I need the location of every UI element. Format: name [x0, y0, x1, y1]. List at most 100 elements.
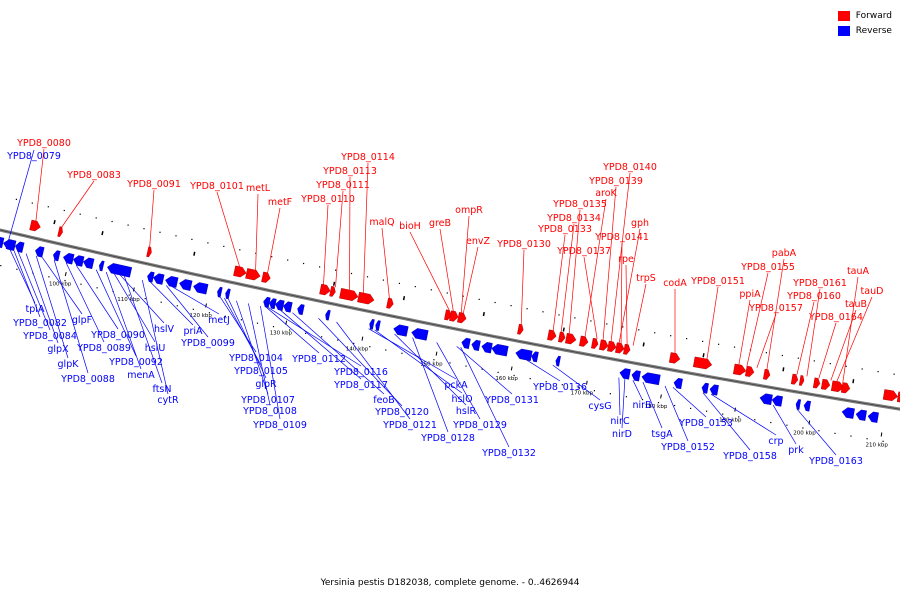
forward-gene-arrow [812, 377, 821, 389]
gene-label-ypd8-0083: YPD8_0083 [66, 170, 121, 181]
frame-dot [224, 315, 226, 317]
label-leader-line [224, 298, 262, 366]
frame-dot [111, 220, 113, 223]
label-leader-line [335, 190, 344, 288]
label-leader-line [172, 286, 220, 315]
scale-tick-label: 170 kbp [571, 391, 594, 397]
frame-dot [706, 410, 708, 412]
label-leader-line [268, 307, 362, 367]
frame-dot [722, 413, 724, 415]
reverse-gene-arrow [481, 342, 493, 354]
label-leader-line [374, 329, 463, 394]
scale-tick-label: 150 kbp [420, 361, 443, 367]
gene-label-ypd8-0130: YPD8_0130 [496, 239, 551, 250]
frame-dot [15, 198, 17, 200]
frame-dot [558, 314, 560, 316]
frame-dot [271, 256, 273, 258]
forward-gene-arrow [261, 271, 271, 283]
frame-dot [625, 396, 627, 398]
gene-label-arok: aroK [595, 188, 617, 199]
gene-label-hslr: hslR [456, 406, 477, 417]
gene-label-ypd8-0129: YPD8_0129 [452, 420, 507, 431]
frame-dot [770, 421, 772, 424]
scale-tick [642, 342, 645, 347]
forward-gene-arrow [882, 389, 898, 401]
label-leader-line [412, 337, 449, 433]
frame-dot [497, 371, 499, 373]
reverse-gene-arrow [153, 273, 165, 285]
reverse-gene-arrow [641, 372, 661, 386]
scale-tick [562, 327, 565, 332]
reverse-gene-arrow [283, 301, 293, 313]
label-leader-line [552, 234, 566, 331]
label-leader-line [772, 404, 797, 445]
gene-label-trps: trpS [636, 273, 656, 284]
frame-dot [513, 374, 515, 377]
label-leader-line [806, 288, 821, 377]
frame-dot [319, 266, 321, 268]
gene-label-bioh: bioH [399, 221, 421, 232]
gene-label-ypd8-0140: YPD8_0140 [602, 162, 657, 173]
label-leader-line [394, 333, 467, 406]
frame-dot [96, 287, 98, 289]
label-leader-line [266, 307, 320, 354]
reverse-gene-arrow [709, 384, 719, 396]
frame-dot [289, 329, 291, 331]
gene-label-ypd8-0163: YPD8_0163 [808, 456, 863, 467]
label-leader-line [363, 162, 369, 293]
label-leader-line [149, 189, 155, 247]
label-leader-line [842, 276, 859, 383]
gene-label-ppia: ppiA [739, 289, 761, 300]
gene-label-pcka: pckA [444, 380, 468, 391]
label-leader-line [336, 321, 411, 420]
scale-tick [482, 311, 485, 317]
gene-label-prk: prk [788, 445, 804, 456]
label-leader-line [323, 204, 329, 285]
label-leader-line [35, 255, 69, 359]
label-leader-line [456, 346, 513, 395]
scale-tick-label: 210 kbp [866, 442, 889, 448]
frame-dot [159, 231, 161, 233]
gene-label-ypd8-0133: YPD8_0133 [537, 224, 592, 235]
gene-label-rpe: rpe [618, 254, 634, 265]
gene-label-glpr: glpR [255, 379, 277, 390]
reverse-gene-arrow [263, 296, 271, 308]
gene-label-hslo: hslO [451, 394, 472, 405]
reverse-gene-arrow [165, 276, 179, 288]
frame-dot [335, 269, 337, 271]
gene-label-ypd8-0090: YPD8_0090 [90, 330, 145, 341]
forward-gene-arrow [457, 312, 467, 324]
gene-label-nirc: nirC [610, 416, 630, 427]
reverse-gene-arrow [179, 279, 193, 291]
frame-dot [638, 329, 640, 331]
reverse-gene-arrow [803, 400, 811, 412]
forward-swatch [837, 10, 850, 21]
forward-gene-arrow [591, 337, 599, 349]
reverse-gene-arrow [471, 339, 481, 351]
gene-label-ypd8-0121: YPD8_0121 [382, 420, 437, 431]
frame-dot [433, 359, 435, 361]
frame-dot [754, 419, 756, 421]
label-leader-line [123, 275, 163, 384]
label-leader-line [756, 313, 777, 368]
gene-label-cysg: cysG [588, 401, 611, 412]
reverse-gene-arrow [759, 393, 773, 406]
reverse-gene-arrow [491, 344, 509, 357]
reverse-gene-arrow [15, 241, 25, 253]
reverse-gene-arrow [855, 409, 867, 421]
forward-gene-arrow [57, 226, 63, 237]
gene-label-ypd8-0114: YPD8_0114 [340, 152, 395, 163]
scale-tick [332, 281, 336, 286]
label-leader-line [632, 283, 647, 346]
reverse-gene-arrow [619, 368, 631, 380]
scale-tick [64, 271, 67, 277]
gene-label-ypd8-0155: YPD8_0155 [740, 262, 795, 273]
scale-tick [132, 287, 135, 292]
reverse-gene-arrow [35, 246, 45, 258]
forward-gene-arrow [329, 285, 336, 297]
scale-tick [205, 303, 207, 308]
label-leader-line [13, 250, 41, 318]
gene-label-taua: tauA [847, 266, 870, 277]
reverse-gene-arrow [63, 253, 75, 265]
reverse-gene-arrow [673, 378, 683, 390]
